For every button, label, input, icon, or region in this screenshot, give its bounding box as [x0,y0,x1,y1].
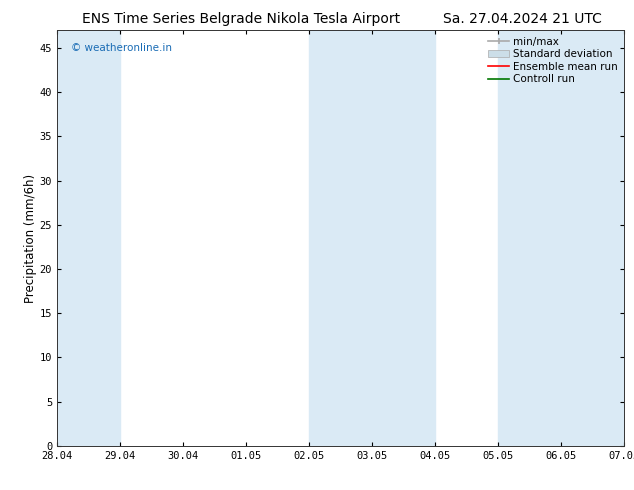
Bar [372,30,436,446]
Bar [498,30,562,446]
Bar [57,30,120,446]
Legend: min/max, Standard deviation, Ensemble mean run, Controll run: min/max, Standard deviation, Ensemble me… [486,33,621,88]
Bar [562,30,624,446]
Text: Sa. 27.04.2024 21 UTC: Sa. 27.04.2024 21 UTC [443,12,602,26]
Y-axis label: Precipitation (mm/6h): Precipitation (mm/6h) [24,173,37,303]
Text: © weatheronline.in: © weatheronline.in [71,43,172,53]
Bar [309,30,372,446]
Text: ENS Time Series Belgrade Nikola Tesla Airport: ENS Time Series Belgrade Nikola Tesla Ai… [82,12,401,26]
